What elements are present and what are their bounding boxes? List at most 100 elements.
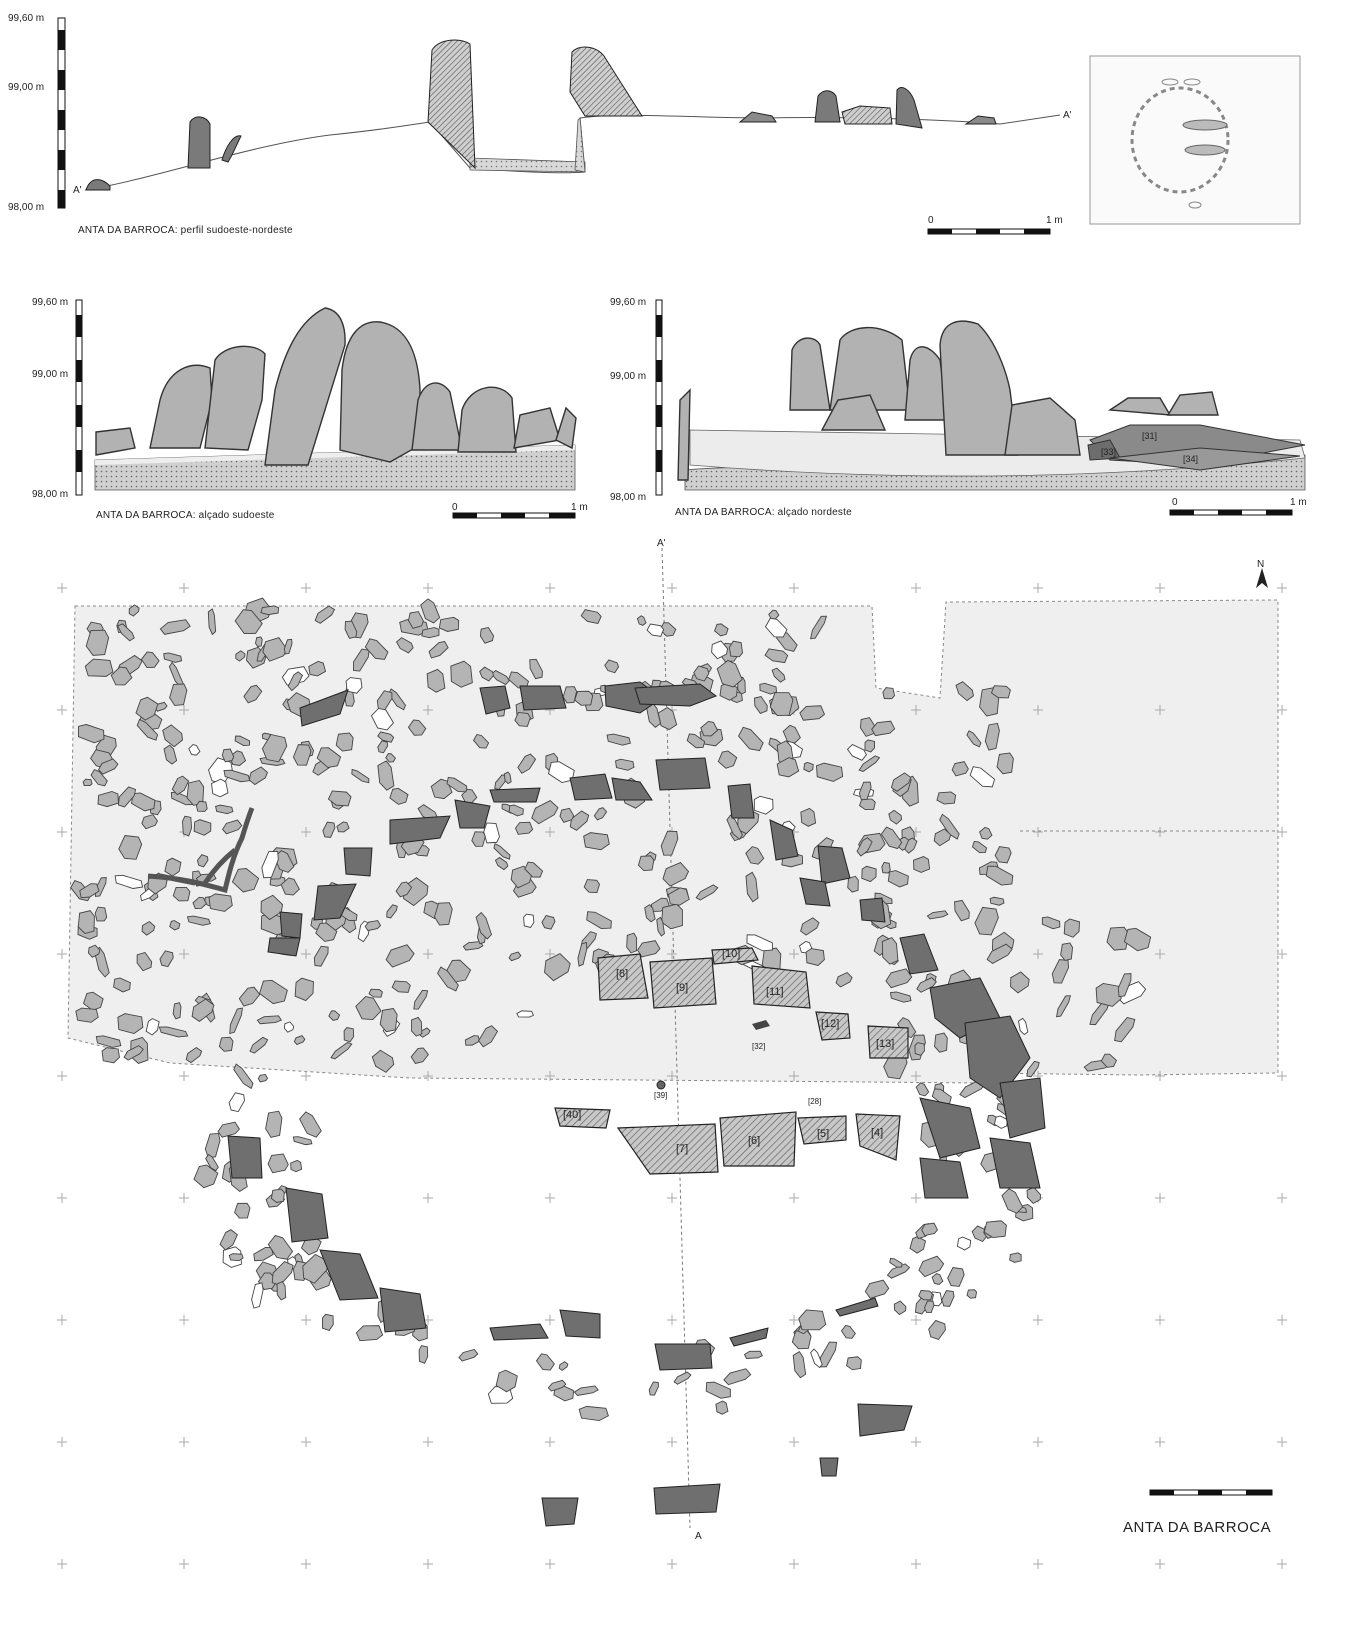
small-stone xyxy=(840,1324,856,1339)
small-stone xyxy=(636,615,647,626)
small-stone xyxy=(864,739,875,753)
small-stone xyxy=(313,945,329,967)
small-stone xyxy=(251,1282,264,1309)
grid-cross xyxy=(423,705,433,715)
grid-cross xyxy=(911,1559,921,1569)
dark-stone xyxy=(653,1483,721,1515)
small-stone xyxy=(219,1229,238,1251)
ne-stone xyxy=(829,326,911,411)
ne-vertical-scale xyxy=(655,299,663,496)
grid-cross xyxy=(545,949,555,959)
ne-layer-34 xyxy=(1109,447,1301,471)
ne-stone xyxy=(1004,397,1081,456)
small-stone xyxy=(211,778,229,798)
dark-stone xyxy=(313,883,357,921)
small-stone xyxy=(316,747,342,768)
grid-cross xyxy=(1033,1315,1043,1325)
small-stone xyxy=(541,915,556,930)
stone-6 xyxy=(719,1111,797,1167)
small-stone xyxy=(846,744,867,761)
grid-cross xyxy=(1277,1071,1287,1081)
ne-unit-31: [31] xyxy=(1142,431,1158,441)
small-stone xyxy=(82,991,104,1011)
small-stone xyxy=(648,1381,659,1396)
small-stone xyxy=(686,733,706,749)
small-stone xyxy=(267,1153,289,1174)
dark-stone xyxy=(389,815,451,845)
small-stone xyxy=(954,899,970,922)
small-stone xyxy=(186,915,211,926)
small-stone xyxy=(726,814,743,841)
small-stone xyxy=(283,1021,295,1033)
ne-scale-bar xyxy=(1169,509,1293,516)
small-stone xyxy=(364,638,389,660)
small-stone xyxy=(646,623,665,637)
small-stone xyxy=(135,696,159,721)
ne-stone xyxy=(904,346,949,421)
grid-cross xyxy=(1277,827,1287,837)
ne-stone xyxy=(789,337,831,411)
small-stone xyxy=(495,1369,518,1393)
small-stone xyxy=(711,640,729,660)
small-stone xyxy=(353,648,370,672)
small-stone xyxy=(261,851,279,879)
elevation-sw-drawing xyxy=(75,299,577,519)
sw-level-bottom: 98,00 m xyxy=(32,489,69,500)
sw-stone xyxy=(264,307,346,466)
small-stone xyxy=(637,855,655,871)
dark-stone xyxy=(279,911,303,939)
grid-cross xyxy=(301,1437,311,1447)
small-stone xyxy=(377,740,389,754)
small-stone xyxy=(321,1313,334,1331)
small-stone xyxy=(355,1325,384,1342)
grid-cross xyxy=(1155,827,1165,837)
small-stone xyxy=(934,1032,948,1053)
small-stone xyxy=(420,598,441,624)
small-stone xyxy=(287,671,304,692)
small-stone xyxy=(535,1353,555,1371)
small-stone xyxy=(713,623,729,637)
small-stone xyxy=(918,1290,933,1301)
small-stone xyxy=(87,944,101,958)
small-stone xyxy=(523,913,535,928)
small-stone xyxy=(343,1027,355,1043)
small-stone xyxy=(131,792,156,812)
small-stone xyxy=(158,1026,189,1038)
grid-cross xyxy=(1033,949,1043,959)
small-stone xyxy=(769,692,794,717)
small-stone xyxy=(234,1202,251,1219)
profile-vertical-scale xyxy=(57,17,66,209)
grid-cross xyxy=(179,949,189,959)
label-32: [32] xyxy=(752,1042,766,1051)
small-stone xyxy=(835,971,853,988)
small-stone xyxy=(890,772,912,792)
small-stone xyxy=(936,791,957,805)
small-stone xyxy=(110,666,133,686)
small-stone xyxy=(926,910,949,920)
plan-drawing xyxy=(57,547,1287,1569)
small-stone xyxy=(228,1092,245,1113)
small-stone xyxy=(493,843,511,860)
small-stone xyxy=(186,779,205,806)
small-stone xyxy=(193,1164,219,1189)
small-stone xyxy=(95,1035,122,1048)
small-stone xyxy=(705,1381,731,1399)
small-stone xyxy=(791,1330,812,1350)
small-stone xyxy=(428,641,449,659)
small-stone xyxy=(529,658,543,680)
small-stone xyxy=(745,846,765,865)
profile-pit-fill xyxy=(469,157,586,173)
small-stone xyxy=(693,665,710,682)
small-stone xyxy=(218,1036,234,1052)
small-stone xyxy=(97,791,119,808)
dark-stone xyxy=(569,773,613,801)
stone-12 xyxy=(815,1011,851,1041)
sw-vertical-scale xyxy=(75,299,83,496)
small-stone xyxy=(471,831,486,847)
grid-cross xyxy=(667,1437,677,1447)
ne-unit-33: [33] xyxy=(1101,447,1117,457)
dark-stone xyxy=(343,847,373,877)
sw-scale-end: 1 m xyxy=(571,502,588,513)
dark-stone xyxy=(859,897,886,923)
small-stone xyxy=(738,726,764,752)
